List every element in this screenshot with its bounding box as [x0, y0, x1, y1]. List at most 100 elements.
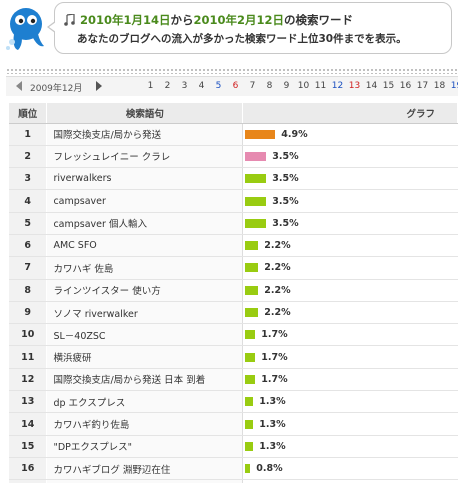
- row-term[interactable]: カワハギ釣り佐島: [46, 412, 244, 436]
- share-percent: 2.2%: [264, 307, 291, 319]
- table-row: 2 フレッシュレイニー クラレ 3.5%: [9, 145, 458, 169]
- share-percent: 3.5%: [272, 195, 299, 207]
- share-bar: [245, 129, 276, 139]
- calendar-day[interactable]: 1: [147, 81, 154, 91]
- calendar-day[interactable]: 6: [232, 81, 239, 91]
- row-rank: 12: [9, 368, 48, 392]
- row-graph: 1.7%: [242, 345, 458, 369]
- row-rank: 6: [9, 234, 48, 258]
- share-percent: 3.5%: [272, 150, 299, 162]
- header-rank: 順位: [9, 103, 48, 124]
- row-term[interactable]: SL-40ZSC: [46, 479, 244, 483]
- music-note-icon: [64, 14, 75, 26]
- row-graph: 2.2%: [242, 234, 458, 258]
- report-title: 2010年1月14日 から 2010年2月12日 の検索ワード: [63, 12, 353, 28]
- row-term[interactable]: 国際交換支店/局から発送: [46, 123, 244, 146]
- calendar-day[interactable]: 8: [266, 81, 273, 91]
- mascot-icon: [6, 8, 44, 50]
- share-percent: 3.5%: [272, 217, 299, 229]
- row-graph: 0.8%: [242, 457, 458, 481]
- share-percent: 4.9%: [281, 128, 308, 140]
- prev-month-icon[interactable]: [16, 81, 22, 91]
- share-percent: 1.7%: [261, 351, 288, 363]
- date-from-suffix: から: [170, 13, 194, 27]
- header-bubble: 2010年1月14日 から 2010年2月12日 の検索ワード あなたのブログへ…: [47, 2, 452, 54]
- calendar-day[interactable]: 15: [382, 81, 395, 91]
- share-percent: 1.3%: [259, 418, 286, 430]
- share-bar: [245, 308, 259, 318]
- row-rank: 11: [9, 345, 48, 369]
- calendar-day[interactable]: 18: [433, 81, 446, 91]
- table-row: 8 ラインツイスター 使い方 2.2%: [9, 279, 458, 302]
- row-term[interactable]: AMC SFO: [46, 234, 244, 258]
- share-bar: [245, 330, 256, 340]
- share-bar: [245, 441, 254, 451]
- row-term[interactable]: campsaver 個人輸入: [46, 212, 244, 235]
- row-term[interactable]: 横浜疲研: [46, 345, 244, 369]
- share-bar: [245, 174, 267, 184]
- share-bar: [245, 419, 254, 429]
- calendar-day[interactable]: 14: [365, 81, 378, 91]
- calendar-day[interactable]: 5: [215, 81, 222, 91]
- row-term[interactable]: ソノマ riverwalker: [46, 301, 244, 325]
- date-from: 2010年1月14日: [80, 13, 171, 27]
- row-rank: 15: [9, 435, 48, 458]
- row-term[interactable]: カワハギブログ 淵野辺在住: [46, 457, 244, 481]
- share-bar: [245, 196, 267, 206]
- calendar-day[interactable]: 19: [450, 81, 458, 91]
- row-graph: 3.5%: [242, 167, 458, 191]
- next-month-icon[interactable]: [96, 81, 102, 91]
- row-term[interactable]: riverwalkers: [46, 167, 244, 191]
- table-row: 12 国際交換支店/局から発送 日本 到着 1.7%: [9, 368, 458, 392]
- calendar-day[interactable]: 13: [348, 81, 361, 91]
- calendar-day[interactable]: 9: [283, 81, 290, 91]
- row-graph: 2.2%: [242, 279, 458, 302]
- share-percent: 1.3%: [259, 440, 286, 452]
- calendar-day[interactable]: 10: [297, 81, 310, 91]
- table-row: 15 "DPエクスプレス" 1.3%: [9, 435, 458, 458]
- share-bar: [245, 352, 256, 362]
- calendar-day[interactable]: 16: [399, 81, 412, 91]
- row-graph: 2.2%: [242, 256, 458, 280]
- table-row: 7 カワハギ 佐島 2.2%: [9, 256, 458, 280]
- calendar-day[interactable]: 12: [331, 81, 344, 91]
- table-row: 1 国際交換支店/局から発送 4.9%: [9, 123, 458, 146]
- share-percent: 2.2%: [264, 262, 291, 274]
- search-terms-table: 順位 検索語句 グラフ 1 国際交換支店/局から発送 4.9% 2 フレッシュレイニー …: [9, 103, 458, 483]
- table-row: 11 横浜疲研 1.7%: [9, 345, 458, 369]
- share-percent: 2.2%: [264, 284, 291, 296]
- row-rank: 1: [9, 123, 48, 146]
- calendar-day[interactable]: 4: [198, 81, 205, 91]
- row-graph: 2.2%: [242, 301, 458, 325]
- calendar-days: 12345678910111213141516171819: [142, 81, 458, 91]
- date-to: 2010年2月12日: [193, 13, 285, 27]
- row-term[interactable]: 国際交換支店/局から発送 日本 到着: [46, 368, 244, 392]
- table-row: 17SL-40ZSC0.8%: [9, 479, 458, 483]
- calendar-day[interactable]: 17: [416, 81, 429, 91]
- calendar-day[interactable]: 3: [181, 81, 188, 91]
- calendar-month: 2009年12月: [30, 84, 83, 94]
- calendar-day[interactable]: 7: [249, 81, 256, 91]
- row-rank: 13: [9, 390, 48, 414]
- row-term[interactable]: dp エクスプレス: [46, 390, 244, 414]
- row-graph: 3.5%: [242, 212, 458, 235]
- header-term: 検索語句: [46, 103, 244, 124]
- row-term[interactable]: SL－40ZSC: [46, 323, 244, 347]
- row-graph: 4.9%: [242, 123, 458, 146]
- share-bar: [245, 218, 267, 228]
- row-rank: 10: [9, 323, 48, 347]
- calendar-day[interactable]: 11: [314, 81, 327, 91]
- row-term[interactable]: "DPエクスプレス": [46, 435, 244, 458]
- row-term[interactable]: ラインツイスター 使い方: [46, 279, 244, 302]
- share-percent: 0.8%: [256, 463, 283, 475]
- share-percent: 3.5%: [272, 173, 299, 185]
- row-graph: 1.3%: [242, 435, 458, 458]
- row-term[interactable]: カワハギ 佐島: [46, 256, 244, 280]
- share-bar: [245, 464, 251, 474]
- table-row: 16 カワハギブログ 淵野辺在住 0.8%: [9, 457, 458, 481]
- calendar-day[interactable]: 2: [164, 81, 171, 91]
- share-bar: [245, 374, 256, 384]
- row-term[interactable]: フレッシュレイニー クラレ: [46, 145, 244, 169]
- row-term[interactable]: campsaver: [46, 189, 244, 213]
- share-bar: [245, 285, 259, 295]
